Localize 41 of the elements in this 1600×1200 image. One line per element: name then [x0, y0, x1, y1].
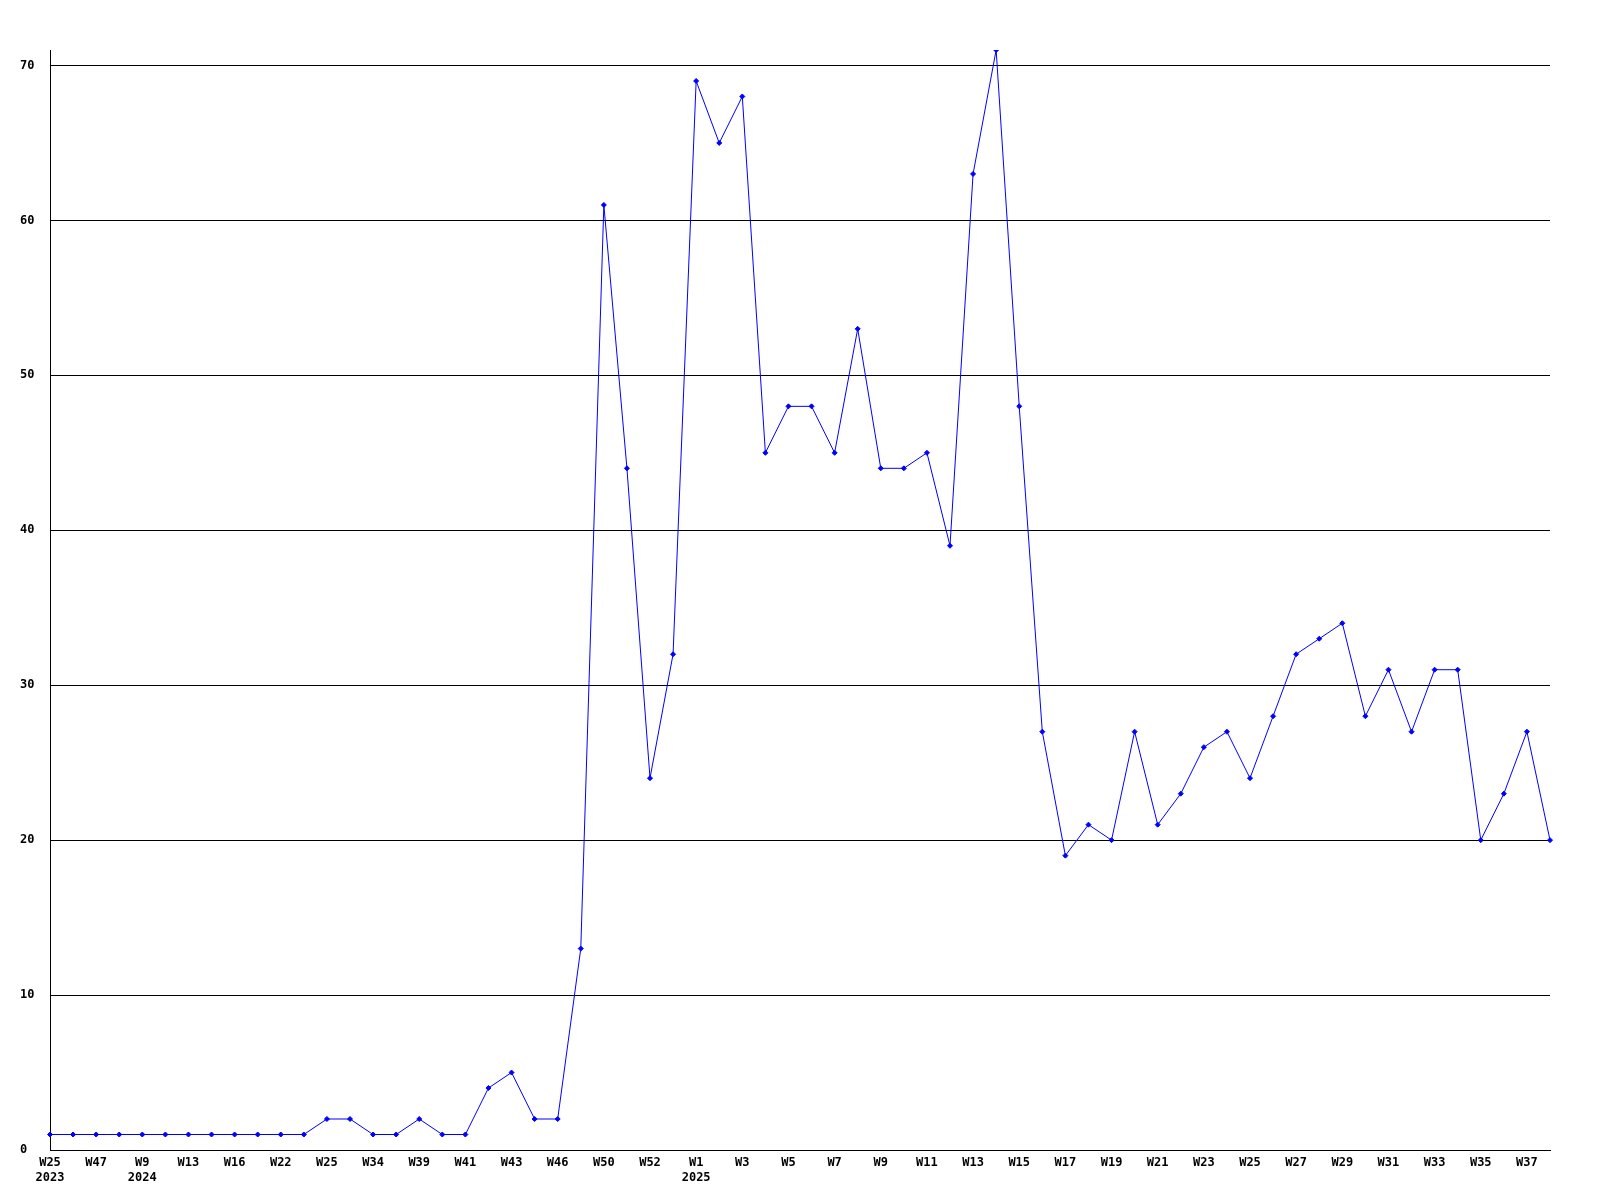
x-tick-label: W34	[362, 1155, 384, 1170]
x-tick-label: W9	[873, 1155, 888, 1170]
x-tick-label: W39	[408, 1155, 431, 1170]
x-tick-label: W37	[1516, 1155, 1538, 1170]
x-tick-label: W52	[639, 1155, 661, 1170]
x-tick-label: W23	[1193, 1155, 1215, 1170]
x-tick-label: W13	[962, 1155, 984, 1170]
x-tick-label: W9 2024	[127, 1155, 157, 1184]
x-tick-label: W25	[1239, 1155, 1261, 1170]
x-tick-label: W11	[916, 1155, 938, 1170]
x-tick-label: W33	[1423, 1155, 1446, 1170]
x-tick-label: W7	[827, 1155, 842, 1170]
x-tick-label: W27	[1285, 1155, 1307, 1170]
y-tick-label: 60	[20, 212, 35, 227]
x-tick-label: W19	[1100, 1155, 1123, 1170]
x-tick-label: W25	[316, 1155, 338, 1170]
x-tick-label: W35	[1469, 1155, 1492, 1170]
x-tick-label: W31	[1377, 1155, 1400, 1170]
y-tick-label: 50	[20, 367, 35, 382]
y-tick-label: 30	[20, 677, 35, 692]
y-tick-label: 40	[20, 522, 35, 537]
y-tick-label: 20	[20, 832, 35, 847]
y-tick-label: 70	[20, 57, 35, 72]
x-tick-label: W43	[500, 1155, 523, 1170]
x-tick-label: W41	[454, 1155, 477, 1170]
x-tick-label: W15	[1008, 1155, 1031, 1170]
x-tick-label: W5	[781, 1155, 796, 1170]
x-tick-label: W46	[546, 1155, 569, 1170]
x-tick-label: W21	[1146, 1155, 1169, 1170]
x-tick-label: W3	[735, 1155, 750, 1170]
y-tick-label: 0	[20, 1142, 28, 1157]
x-tick-label: W16	[223, 1155, 246, 1170]
x-tick-label: W17	[1054, 1155, 1077, 1170]
x-tick-label: W50	[593, 1155, 615, 1170]
x-tick-label: W47	[85, 1155, 107, 1170]
y-tick-label: 10	[20, 987, 35, 1002]
x-tick-label: W29	[1331, 1155, 1354, 1170]
x-tick-label: W25 2023	[35, 1155, 65, 1184]
x-tick-label: W13	[177, 1155, 200, 1170]
x-tick-label: W1 2025	[681, 1155, 711, 1184]
x-tick-label: W22	[269, 1155, 292, 1170]
